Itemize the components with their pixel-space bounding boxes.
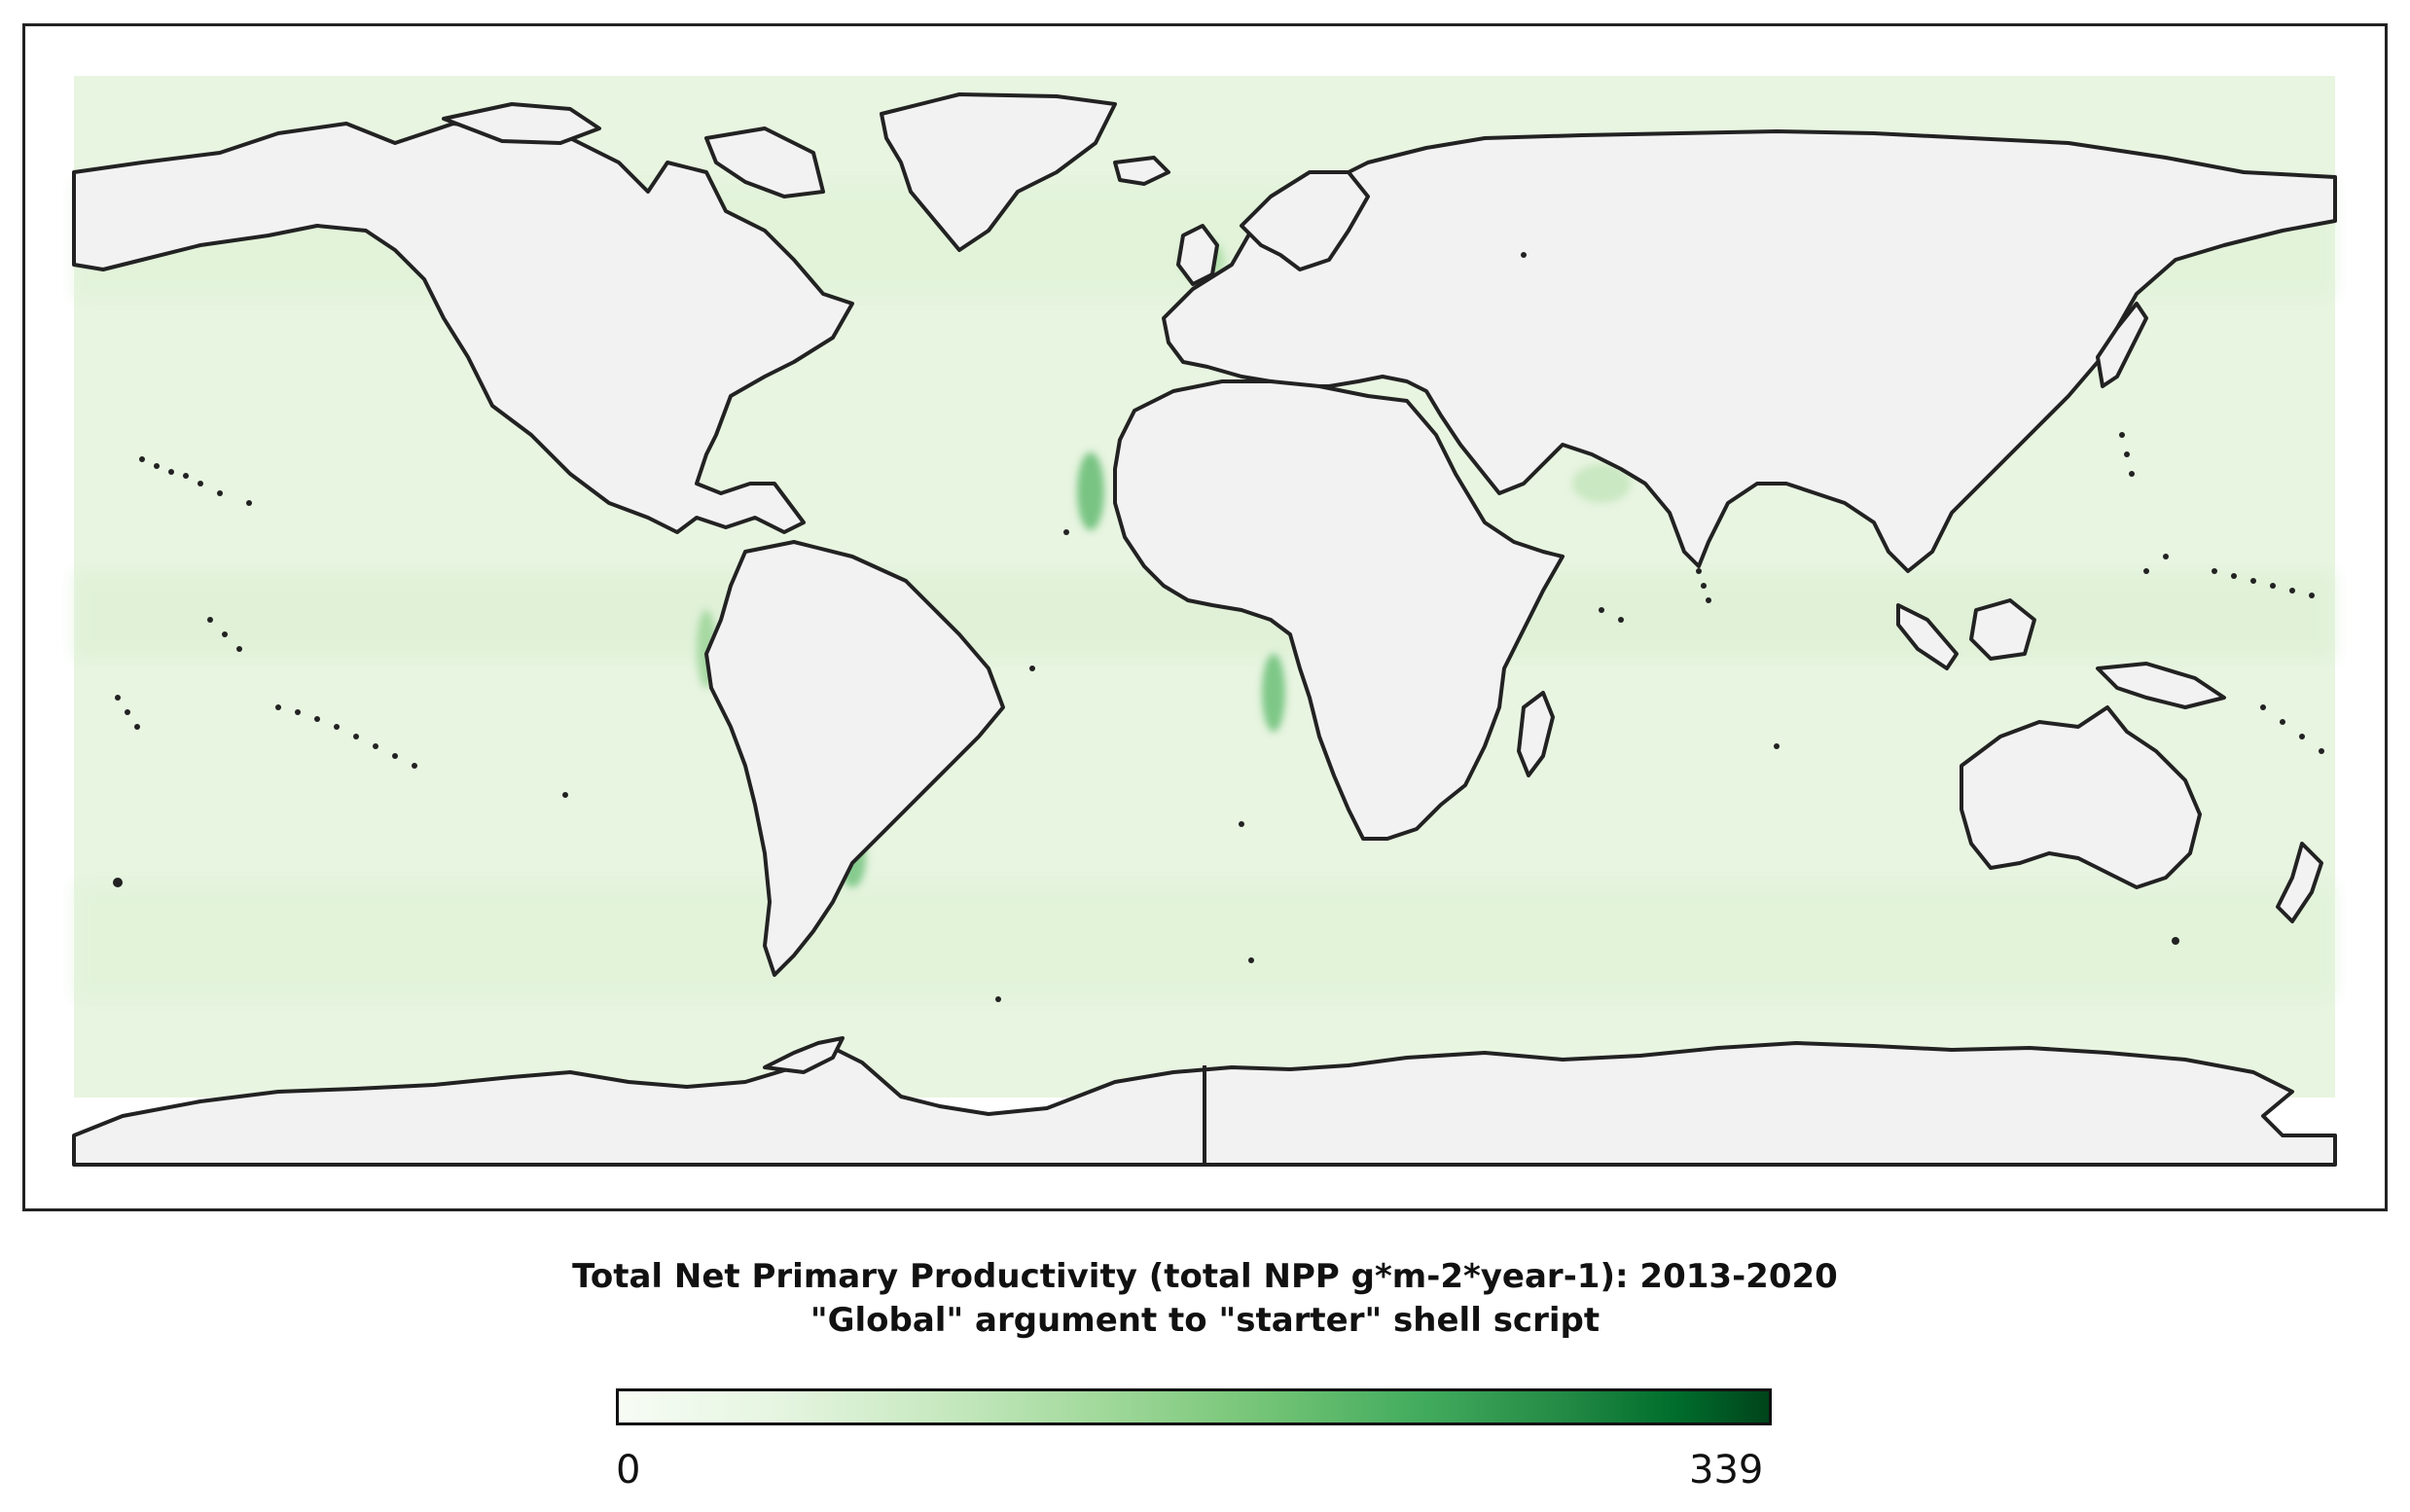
africa xyxy=(1113,379,1565,841)
british-isles xyxy=(1176,224,1219,286)
borneo xyxy=(1969,598,2036,661)
new-zealand xyxy=(2276,842,2323,923)
sumatra xyxy=(1896,603,1959,670)
world-map xyxy=(72,76,2337,1167)
southern-band xyxy=(74,882,2335,999)
colorbar xyxy=(616,1388,1772,1425)
scandinavia xyxy=(1240,170,1370,271)
small-islands xyxy=(113,252,2324,1002)
map-title: Total Net Primary Productivity (total NP… xyxy=(572,1257,1838,1296)
benguela-upwelling xyxy=(1262,654,1285,732)
new-guinea xyxy=(2096,662,2226,709)
iceland xyxy=(1113,156,1170,186)
baffin-island xyxy=(704,126,825,198)
land-masses xyxy=(72,92,2337,1167)
antarctic-peninsula xyxy=(763,1036,845,1074)
arabian-sea xyxy=(1572,464,1631,503)
colorbar-min-label: 0 xyxy=(616,1448,641,1493)
australia xyxy=(1960,705,2202,889)
madagascar xyxy=(1517,691,1555,777)
eurasia xyxy=(1162,129,2337,573)
map-subtitle: "Global" argument to "starter" shell scr… xyxy=(809,1301,1601,1340)
arctic-islands xyxy=(442,102,601,145)
map-frame xyxy=(22,23,2388,1211)
greenland xyxy=(880,92,1117,252)
north-america xyxy=(72,122,854,534)
colorbar-max-label: 339 xyxy=(1689,1448,1764,1493)
japan xyxy=(2096,302,2148,388)
canary-upwelling xyxy=(1077,452,1104,530)
south-america xyxy=(704,540,1005,977)
